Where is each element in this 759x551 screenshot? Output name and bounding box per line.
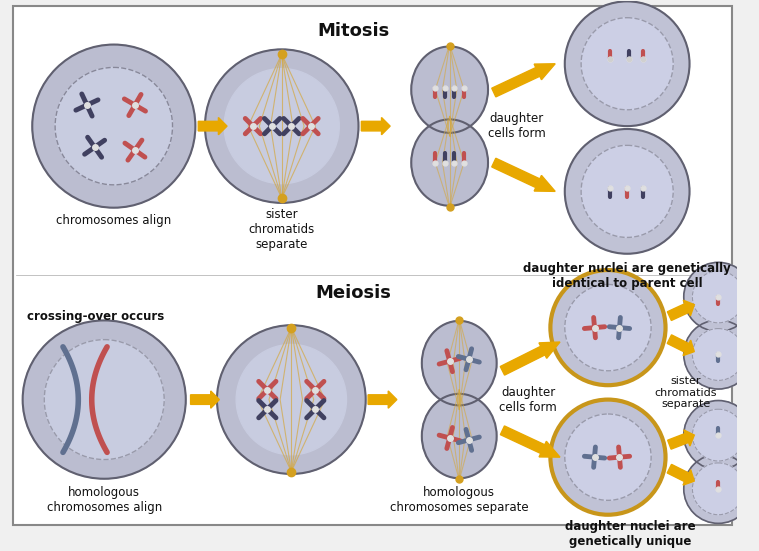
Circle shape [684,401,753,469]
Text: daughter
cells form: daughter cells form [488,112,546,140]
Circle shape [684,454,753,523]
Ellipse shape [422,394,496,478]
Circle shape [550,399,666,515]
Ellipse shape [23,321,186,479]
FancyArrow shape [368,391,397,408]
Text: homologous
chromosomes separate: homologous chromosomes separate [390,486,528,514]
FancyArrow shape [198,117,227,135]
Text: homologous
chromosomes align: homologous chromosomes align [46,486,162,514]
FancyArrow shape [668,430,694,449]
Circle shape [565,414,651,500]
FancyArrow shape [667,300,694,321]
FancyArrow shape [492,64,555,97]
Text: sister
chromatids
separate: sister chromatids separate [654,376,717,409]
Text: Mitosis: Mitosis [317,23,390,40]
Circle shape [565,129,689,254]
Circle shape [692,328,745,380]
Ellipse shape [55,67,172,185]
Circle shape [692,463,745,515]
Text: daughter nuclei are
genetically unique: daughter nuclei are genetically unique [565,520,695,548]
FancyArrow shape [500,342,560,375]
Circle shape [550,270,666,385]
Text: daughter nuclei are genetically
identical to parent cell: daughter nuclei are genetically identica… [523,262,731,290]
Circle shape [565,284,651,371]
Text: chromosomes align: chromosomes align [56,214,172,228]
FancyBboxPatch shape [13,6,732,525]
Circle shape [684,262,753,332]
Ellipse shape [44,339,164,460]
Ellipse shape [217,325,366,474]
Circle shape [565,2,689,126]
Circle shape [581,18,673,110]
Ellipse shape [411,120,488,206]
FancyArrow shape [667,335,694,355]
Text: Meiosis: Meiosis [316,284,392,302]
Circle shape [684,320,753,389]
Circle shape [692,271,745,323]
Ellipse shape [224,68,339,183]
Ellipse shape [32,45,195,208]
Text: daughter
cells form: daughter cells form [499,386,557,414]
Text: sister
chromatids
separate: sister chromatids separate [249,208,315,251]
Ellipse shape [422,321,496,406]
Circle shape [692,409,745,461]
FancyArrow shape [191,391,219,408]
FancyArrow shape [361,117,390,135]
Circle shape [581,145,673,237]
Ellipse shape [236,344,347,455]
FancyArrow shape [492,158,555,191]
Ellipse shape [205,50,358,203]
FancyArrow shape [667,464,694,485]
Text: crossing-over occurs: crossing-over occurs [27,310,165,323]
FancyArrow shape [500,426,560,457]
Ellipse shape [411,46,488,133]
